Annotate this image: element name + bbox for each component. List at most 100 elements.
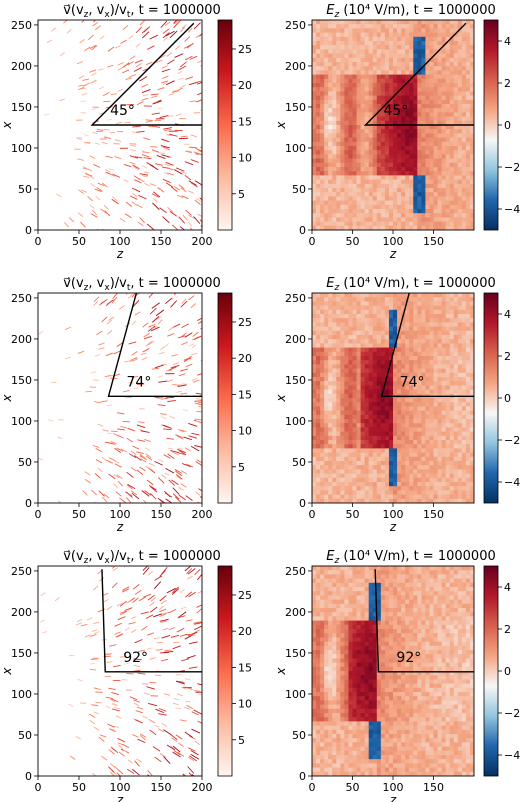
field-cell: [413, 322, 418, 328]
quiver-arrow: [99, 35, 105, 40]
field-cell: [393, 414, 398, 420]
field-cell: [441, 221, 447, 227]
field-cell: [320, 347, 325, 353]
field-cell: [393, 335, 398, 340]
field-cell: [393, 183, 398, 189]
quiver-arrow: [181, 323, 189, 329]
field-cell: [368, 41, 374, 46]
field-cell: [348, 62, 354, 67]
field-cell: [332, 217, 337, 223]
field-cell: [437, 406, 443, 412]
field-cell: [344, 377, 350, 382]
field-cell: [364, 104, 370, 109]
field-cell: [344, 297, 350, 302]
quiver-arrow: [107, 432, 113, 435]
field-cell: [421, 351, 426, 357]
field-cell: [332, 204, 337, 210]
field-cell: [413, 188, 418, 193]
field-cell: [405, 364, 410, 370]
field-cell: [332, 74, 337, 80]
quiver-arrow: [184, 161, 194, 166]
field-cell: [465, 225, 471, 230]
field-cell: [328, 322, 333, 328]
quiver-arrow: [129, 55, 136, 60]
field-cell: [328, 66, 333, 71]
field-cell: [344, 146, 350, 151]
field-cell: [461, 99, 467, 105]
field-cell: [352, 414, 358, 420]
field-cell: [372, 167, 378, 172]
field-cell: [384, 116, 390, 122]
field-cell: [372, 188, 378, 193]
field-cell: [324, 431, 329, 437]
field-cell: [461, 456, 467, 462]
field-cell: [425, 423, 431, 428]
quiver-arrow: [164, 472, 170, 476]
field-cell: [417, 74, 422, 80]
field-cell: [401, 477, 406, 483]
field-cell: [324, 414, 329, 420]
field-cell: [380, 330, 386, 336]
field-cell: [340, 200, 345, 206]
quiver-ylabel: x: [0, 394, 14, 403]
quiver-arrow: [77, 158, 84, 161]
field-cell: [344, 360, 350, 365]
field-cell: [413, 452, 418, 458]
field-cell: [360, 95, 366, 101]
field-cell: [429, 209, 435, 214]
field-cell: [393, 221, 398, 227]
field-cell: [316, 133, 321, 139]
quiver-arrow: [151, 316, 160, 323]
field-cell: [457, 347, 463, 353]
field-colorbar-label: −2: [504, 161, 520, 174]
field-cell: [465, 209, 471, 214]
field-cell: [441, 183, 447, 189]
field-cell: [372, 175, 378, 181]
field-cell: [312, 41, 317, 46]
field-cell: [372, 179, 378, 185]
field-cell: [360, 133, 366, 139]
field-cell: [332, 469, 337, 475]
field-cell: [384, 318, 390, 323]
field-cell: [461, 477, 467, 483]
field-cell: [469, 469, 474, 475]
field-cell: [393, 486, 398, 491]
field-cell: [445, 78, 451, 84]
field-cell: [368, 351, 374, 357]
quiver-title-title_vt: t: [127, 556, 131, 566]
field-title: Ez (10⁴ V/m), t = 1000000: [326, 3, 495, 20]
field-cell: [388, 74, 394, 80]
field-cell: [352, 95, 358, 101]
field-cell: [429, 204, 435, 210]
field-cell: [316, 423, 321, 428]
field-cell: [316, 112, 321, 118]
field-cell: [312, 49, 317, 55]
field-cell: [340, 297, 345, 302]
field-cell: [340, 318, 345, 323]
field-cell: [401, 188, 406, 193]
quiver-arrow: [122, 586, 130, 591]
field-cell: [320, 125, 325, 130]
field-cell: [437, 99, 443, 105]
field-cell: [417, 204, 422, 210]
field-cell: [364, 356, 370, 361]
field-cell: [320, 146, 325, 151]
field-cell: [384, 385, 390, 391]
field-cell: [360, 444, 366, 449]
field-cell: [417, 490, 422, 496]
field-cell: [401, 410, 406, 416]
field-cell: [364, 440, 370, 445]
field-cell: [388, 20, 394, 25]
field-cell: [368, 414, 374, 420]
field-cell: [368, 24, 374, 29]
field-cell: [356, 120, 362, 126]
quiver-arrow: [178, 494, 186, 501]
field-cell: [344, 293, 350, 298]
field-cell: [332, 486, 337, 491]
quiver-arrow: [183, 357, 192, 361]
field-cell: [421, 473, 426, 479]
field-cell: [328, 154, 333, 160]
field-cell: [312, 221, 317, 227]
field-cell: [376, 330, 382, 336]
quiver-arrow: [133, 166, 139, 171]
